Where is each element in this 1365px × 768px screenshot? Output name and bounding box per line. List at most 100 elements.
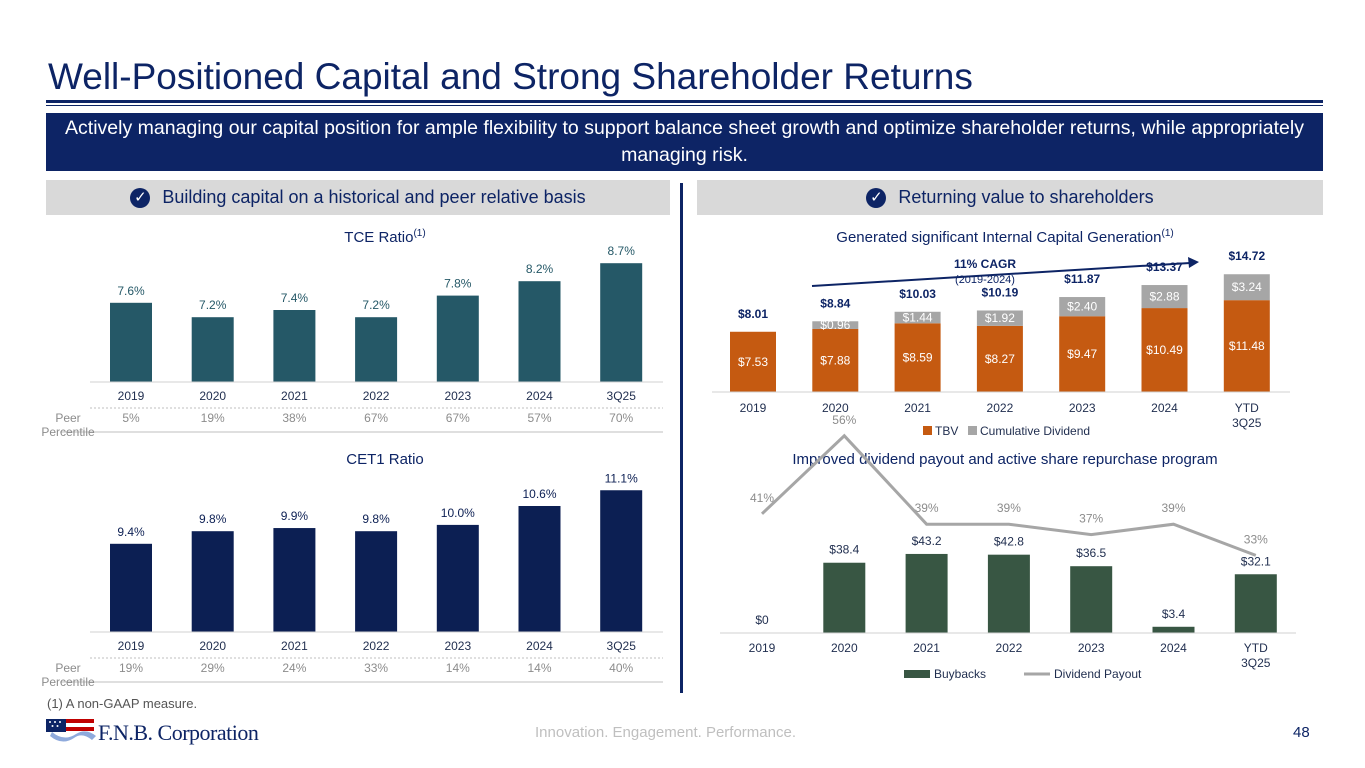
tce-chart-title: TCE Ratio(1) [344, 228, 426, 246]
cagr-arrow [811, 262, 1191, 287]
dividend-label: $0.96 [820, 318, 850, 332]
total-label: $8.84 [820, 296, 850, 310]
buyback-bar [1070, 566, 1113, 633]
buyback-label: $36.5 [1076, 546, 1106, 560]
data-label: 9.8% [362, 512, 390, 526]
peer-label: Peer [55, 661, 80, 675]
legend-tbv: TBV [935, 424, 958, 438]
tick-label: 2022 [996, 641, 1023, 655]
buyback-bar [987, 554, 1030, 633]
tick-label: 2021 [904, 401, 931, 415]
bar [355, 317, 398, 382]
peer-value: 14% [446, 661, 470, 675]
tick-label: 2022 [363, 389, 390, 403]
total-label: $13.37 [1146, 260, 1183, 274]
payout-label: 56% [832, 413, 856, 427]
total-label: $11.87 [1064, 272, 1100, 286]
data-label: 7.2% [199, 298, 227, 312]
tick-label: 2024 [1160, 641, 1187, 655]
company-name: F.N.B. Corporation [98, 720, 259, 745]
buyback-label: $43.2 [912, 534, 942, 548]
peer-label: Percentile [41, 675, 95, 689]
tbv-bar [1223, 300, 1270, 392]
left-section-header: ✓ Building capital on a historical and p… [46, 180, 670, 215]
banner-text: Actively managing our capital position f… [65, 117, 1304, 166]
payout-line [760, 433, 1257, 557]
tick-label: YTD [1235, 401, 1259, 415]
peer-value: 57% [527, 411, 551, 425]
legend-buybacks: Buybacks [934, 667, 986, 681]
tick-label: 2021 [281, 389, 308, 403]
tick-label: 2021 [281, 639, 308, 653]
tick-label: 2021 [913, 641, 940, 655]
tbv-label: $8.59 [903, 351, 933, 365]
icg-chart-title: Generated significant Internal Capital G… [836, 228, 1174, 246]
footnote: (1) A non-GAAP measure. [47, 696, 198, 711]
buyback-label: $32.1 [1241, 554, 1271, 568]
tbv-bar [1141, 308, 1188, 392]
peer-label: Percentile [41, 425, 95, 439]
cagr-period: (2019-2024) [955, 274, 1015, 286]
bar [273, 528, 316, 632]
buyback-label: $3.4 [1162, 607, 1186, 621]
data-label: 9.9% [281, 509, 309, 523]
peer-label: Peer [55, 411, 80, 425]
right-section-title: Returning value to shareholders [898, 187, 1154, 207]
tick-label: 2020 [822, 401, 849, 415]
data-label: 10.6% [522, 487, 556, 501]
title-rule [46, 100, 1323, 103]
right-section-header: ✓ Returning value to shareholders [697, 180, 1323, 215]
peer-value: 40% [609, 661, 633, 675]
tick-label: 3Q25 [607, 389, 637, 403]
page-title: Well-Positioned Capital and Strong Share… [48, 56, 973, 97]
tbv-bar [976, 325, 1023, 392]
tick-label: 3Q25 [1232, 416, 1262, 430]
tick-label: 2023 [1069, 401, 1096, 415]
buyback-bar [905, 553, 948, 633]
peer-value: 19% [119, 661, 143, 675]
tick-label: 2023 [1078, 641, 1105, 655]
total-label: $10.19 [982, 285, 1019, 299]
tick-label: 3Q25 [607, 639, 637, 653]
fnb-logo-icon [46, 719, 96, 742]
check-icon: ✓ [130, 187, 151, 208]
tick-label: 2019 [118, 639, 145, 653]
bar [436, 524, 479, 632]
data-label: 9.8% [199, 512, 227, 526]
dividend-label: $2.88 [1149, 290, 1179, 304]
legend-swatch-buybacks [904, 670, 930, 678]
total-label: $10.03 [899, 287, 936, 301]
buyback-label: $42.8 [994, 535, 1024, 549]
tbv-label: $11.48 [1229, 339, 1265, 353]
data-label: 7.2% [362, 298, 390, 312]
dividend-bar [812, 321, 859, 329]
tagline: Innovation. Engagement. Performance. [535, 724, 796, 741]
tbv-bar [812, 328, 859, 392]
total-label: $14.72 [1228, 249, 1265, 263]
buyback-bar [823, 562, 866, 633]
data-label: 7.8% [444, 277, 472, 291]
dividend-bar [894, 311, 941, 324]
tick-label: 2022 [363, 639, 390, 653]
data-label: 9.4% [117, 525, 145, 539]
tbv-bar [894, 323, 941, 392]
peer-value: 19% [201, 411, 225, 425]
dividend-bar [1141, 285, 1188, 309]
tick-label: 2023 [444, 639, 471, 653]
peer-value: 29% [201, 661, 225, 675]
dividend-label: $2.40 [1067, 300, 1097, 314]
tick-label: 2020 [831, 641, 858, 655]
buyback-bar [1152, 626, 1195, 633]
bar [518, 506, 561, 632]
dividend-label: $1.92 [985, 311, 1015, 325]
dividend-bar [976, 310, 1023, 326]
data-label: 11.1% [605, 471, 638, 485]
tbv-label: $7.53 [738, 355, 768, 369]
dividend-bar [1223, 274, 1270, 301]
data-label: 8.2% [526, 262, 554, 276]
bar [355, 531, 398, 632]
legend-dividend: Cumulative Dividend [980, 424, 1090, 438]
tick-label: 2019 [740, 401, 767, 415]
payout-label: 39% [1161, 501, 1185, 515]
peer-value: 24% [282, 661, 306, 675]
